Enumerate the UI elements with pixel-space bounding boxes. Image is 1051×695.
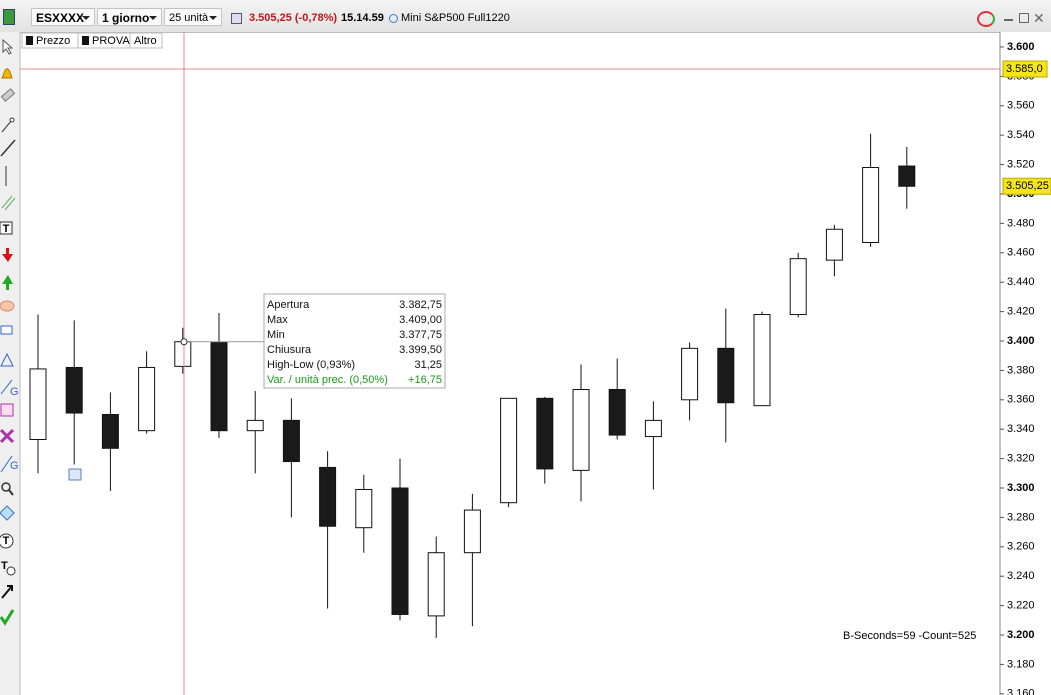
candle-body bbox=[862, 167, 880, 243]
y-tick-label: 3.220 bbox=[1007, 600, 1035, 612]
tool-strip bbox=[0, 32, 20, 695]
tooltip-value: +16,75 bbox=[408, 374, 442, 386]
y-tick-label: 3.340 bbox=[1007, 423, 1035, 435]
candle-body bbox=[608, 389, 626, 436]
y-tick-label: 3.300 bbox=[1007, 482, 1035, 494]
y-tick-label: 3.540 bbox=[1007, 129, 1035, 141]
tooltip-value: 3.409,00 bbox=[399, 314, 442, 326]
last-price: 3.505,25 (-0,78%) bbox=[249, 12, 338, 24]
candle-body bbox=[29, 368, 47, 440]
last-price-label: 3.505,25 bbox=[1006, 180, 1049, 192]
candle-body bbox=[138, 366, 156, 432]
candle-body bbox=[65, 366, 83, 414]
footer-note: B-Seconds=59 -Count=525 bbox=[843, 630, 976, 642]
y-tick-label: 3.160 bbox=[1007, 688, 1035, 695]
y-tick-label: 3.560 bbox=[1007, 100, 1035, 112]
tooltip-label: Var. / unità prec. (0,50%) bbox=[267, 374, 388, 386]
tooltip-label: Apertura bbox=[267, 299, 310, 311]
tooltip-label: Max bbox=[267, 314, 288, 326]
y-tick-label: 3.600 bbox=[1007, 41, 1035, 53]
candle-body bbox=[427, 552, 445, 617]
units-select[interactable]: 25 unità bbox=[164, 8, 222, 26]
candle-body bbox=[536, 397, 554, 470]
candle-body bbox=[753, 314, 771, 407]
tooltip-label: Chiusura bbox=[267, 344, 312, 356]
candle-body bbox=[210, 341, 228, 432]
y-tick-label: 3.180 bbox=[1007, 658, 1035, 670]
toolbar: ESXXXX 1 giorno 25 unità 3.505,25 (-0,78… bbox=[0, 0, 1051, 33]
svg-text:T: T bbox=[3, 223, 10, 235]
candle-body bbox=[463, 509, 481, 554]
svg-text:G: G bbox=[10, 460, 19, 472]
tab-swatch bbox=[82, 36, 89, 45]
minimize[interactable] bbox=[1004, 19, 1013, 21]
svg-text:G: G bbox=[10, 386, 19, 398]
tooltip bbox=[263, 293, 446, 389]
tooltip-value: 31,25 bbox=[414, 359, 442, 371]
candle-body bbox=[789, 258, 807, 316]
candle-body bbox=[174, 341, 192, 367]
candle-body bbox=[717, 347, 735, 404]
last-price-box bbox=[1002, 177, 1051, 195]
crosshair-price: 3.585,0 bbox=[1006, 63, 1043, 75]
tab-label: Prezzo bbox=[36, 35, 70, 47]
svg-text:T: T bbox=[3, 535, 10, 547]
status-dot bbox=[389, 14, 398, 23]
tooltip-value: 3.382,75 bbox=[399, 299, 442, 311]
tabs: Prezzo PROVA Altro bbox=[21, 32, 163, 49]
y-tick-label: 3.460 bbox=[1007, 247, 1035, 259]
tooltip-value: 3.377,75 bbox=[399, 329, 442, 341]
y-tick-label: 3.360 bbox=[1007, 394, 1035, 406]
event-icon bbox=[68, 468, 82, 481]
y-tick-label: 3.240 bbox=[1007, 570, 1035, 582]
period-select[interactable]: 1 giorno bbox=[97, 8, 162, 26]
svg-text:T: T bbox=[1, 560, 8, 572]
tooltip-label: Min bbox=[267, 329, 285, 341]
y-tick-label: 3.400 bbox=[1007, 335, 1035, 347]
instrument-name: Mini S&P500 Full1220 bbox=[401, 12, 510, 24]
candle-body bbox=[644, 419, 662, 438]
y-tick-label: 3.420 bbox=[1007, 305, 1035, 317]
candle-body bbox=[246, 419, 264, 432]
y-tick-label: 3.520 bbox=[1007, 158, 1035, 170]
candle-body bbox=[825, 228, 843, 261]
candle-body bbox=[319, 466, 337, 527]
y-tick-label: 3.320 bbox=[1007, 453, 1035, 465]
candle-body bbox=[282, 419, 300, 463]
y-tick-label: 3.440 bbox=[1007, 276, 1035, 288]
y-tick-label: 3.200 bbox=[1007, 629, 1035, 641]
candle-body bbox=[500, 397, 518, 504]
candle-body bbox=[898, 165, 916, 187]
y-tick-label: 3.380 bbox=[1007, 364, 1035, 376]
time: 15.14.59 bbox=[341, 12, 384, 24]
tab-label: Altro bbox=[134, 35, 157, 47]
y-tick-label: 3.480 bbox=[1007, 217, 1035, 229]
tab[interactable] bbox=[129, 32, 163, 49]
candle-body bbox=[391, 487, 409, 615]
candle-body bbox=[572, 389, 590, 471]
symbol-select[interactable]: ESXXXX bbox=[31, 8, 95, 26]
maximize[interactable] bbox=[1019, 13, 1029, 23]
close[interactable]: ✕ bbox=[1033, 10, 1045, 26]
candle-body bbox=[101, 413, 119, 449]
tab-swatch bbox=[26, 36, 33, 45]
tooltip-label: High-Low (0,93%) bbox=[267, 359, 355, 371]
tooltip-anchor bbox=[180, 338, 188, 346]
candle-body bbox=[681, 347, 699, 401]
y-tick-label: 3.280 bbox=[1007, 511, 1035, 523]
tooltip-value: 3.399,50 bbox=[399, 344, 442, 356]
refresh[interactable] bbox=[977, 11, 995, 27]
y-axis-panel bbox=[1000, 32, 1051, 695]
chart: T G G T T Prezzo PROVA Altro Apertura 3.382… bbox=[0, 32, 1051, 695]
info-icon[interactable] bbox=[231, 13, 242, 24]
crosshair-price-box bbox=[1002, 60, 1048, 78]
tab-label: PROVA bbox=[92, 35, 130, 47]
tool-icons: T G G T T bbox=[0, 38, 19, 626]
y-tick-label: 3.260 bbox=[1007, 541, 1035, 553]
candle-body bbox=[355, 488, 373, 529]
